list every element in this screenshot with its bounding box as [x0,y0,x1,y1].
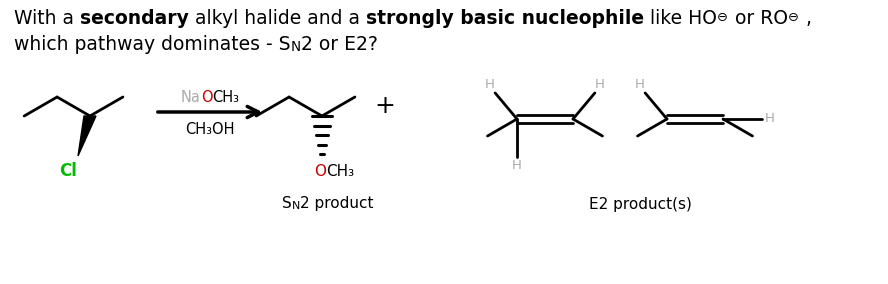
Text: ⊖: ⊖ [717,11,728,24]
Text: CH₃: CH₃ [212,90,239,105]
Text: H: H [485,78,496,91]
Text: +: + [375,94,395,118]
Text: N: N [292,201,300,211]
Text: 2 or E2?: 2 or E2? [301,35,377,54]
Text: ,: , [800,9,812,28]
Text: strongly basic nucleophile: strongly basic nucleophile [366,9,644,28]
Text: which pathway dominates - S: which pathway dominates - S [14,35,290,54]
Text: E2 product(s): E2 product(s) [589,197,692,212]
Text: CH₃OH: CH₃OH [186,122,234,137]
Text: Cl: Cl [59,162,77,180]
Text: ⊖: ⊖ [788,11,799,24]
Text: O: O [201,90,212,105]
Polygon shape [78,116,96,156]
Text: H: H [765,112,775,126]
Text: like HO: like HO [644,9,717,28]
Text: 2 product: 2 product [300,196,374,211]
Text: With a: With a [14,9,80,28]
Text: O: O [314,164,326,179]
Text: alkyl halide and a: alkyl halide and a [189,9,366,28]
Text: Na: Na [181,90,201,105]
Text: H: H [595,78,605,91]
Text: H: H [512,159,522,172]
Text: or RO: or RO [729,9,788,28]
Text: CH₃: CH₃ [326,164,354,179]
Text: secondary: secondary [80,9,189,28]
Text: N: N [290,40,301,54]
Text: H: H [635,78,645,91]
Text: S: S [282,196,292,211]
